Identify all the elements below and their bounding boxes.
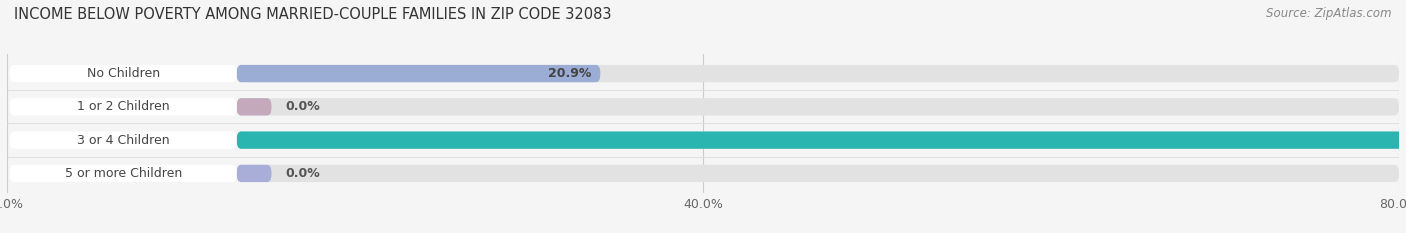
Text: INCOME BELOW POVERTY AMONG MARRIED-COUPLE FAMILIES IN ZIP CODE 32083: INCOME BELOW POVERTY AMONG MARRIED-COUPL… bbox=[14, 7, 612, 22]
Text: 20.9%: 20.9% bbox=[548, 67, 592, 80]
Text: 0.0%: 0.0% bbox=[285, 167, 321, 180]
FancyBboxPatch shape bbox=[236, 165, 1399, 182]
FancyBboxPatch shape bbox=[236, 131, 1399, 149]
FancyBboxPatch shape bbox=[236, 65, 1399, 82]
FancyBboxPatch shape bbox=[236, 98, 271, 116]
Text: 3 or 4 Children: 3 or 4 Children bbox=[77, 134, 170, 147]
FancyBboxPatch shape bbox=[236, 98, 1399, 116]
Text: Source: ZipAtlas.com: Source: ZipAtlas.com bbox=[1267, 7, 1392, 20]
FancyBboxPatch shape bbox=[10, 165, 236, 182]
FancyBboxPatch shape bbox=[10, 98, 236, 116]
Text: No Children: No Children bbox=[87, 67, 160, 80]
Text: 5 or more Children: 5 or more Children bbox=[65, 167, 181, 180]
FancyBboxPatch shape bbox=[10, 131, 236, 149]
FancyBboxPatch shape bbox=[10, 65, 236, 82]
FancyBboxPatch shape bbox=[236, 165, 271, 182]
Text: 1 or 2 Children: 1 or 2 Children bbox=[77, 100, 170, 113]
FancyBboxPatch shape bbox=[236, 131, 1406, 149]
Text: 0.0%: 0.0% bbox=[285, 100, 321, 113]
FancyBboxPatch shape bbox=[236, 65, 600, 82]
